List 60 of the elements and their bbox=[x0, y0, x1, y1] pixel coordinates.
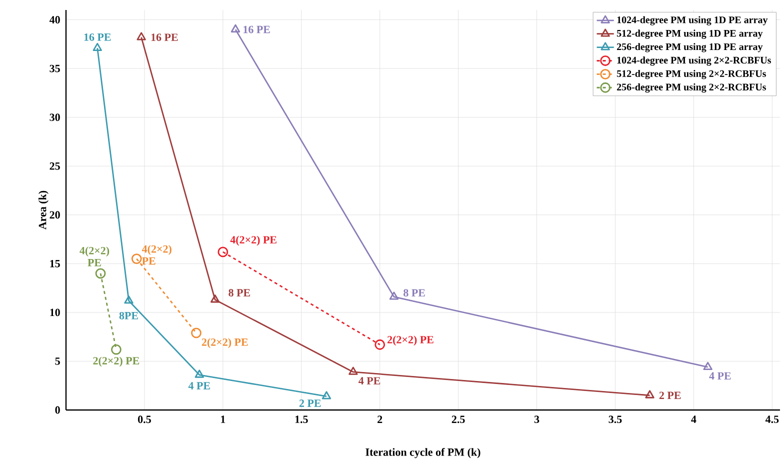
point bbox=[210, 294, 220, 303]
point bbox=[191, 328, 202, 338]
legend-label: 1024-degree PM using 1D PE array bbox=[617, 16, 768, 26]
y-tick-label: 20 bbox=[50, 211, 60, 219]
y-tick-label: 15 bbox=[50, 260, 60, 268]
point bbox=[124, 296, 134, 304]
legend-label: 256-degree PM using 2×2-RCBFUs bbox=[616, 83, 766, 93]
annotation: 4 PE bbox=[709, 372, 731, 380]
point bbox=[230, 24, 240, 32]
point bbox=[322, 391, 332, 400]
x-tick-label: 1.5 bbox=[295, 416, 308, 424]
annotation: 8 PE bbox=[404, 289, 425, 297]
point bbox=[92, 42, 102, 51]
x-tick-label: 2.5 bbox=[452, 416, 465, 424]
x-tick-label: 1 bbox=[221, 416, 226, 423]
annotation: 16 PE bbox=[244, 26, 270, 34]
y-tick-label: 40 bbox=[49, 16, 60, 24]
legend-label: 1024-degree PM using 2×2-RCBFUs bbox=[617, 56, 771, 66]
annotation: 2 PE bbox=[659, 392, 681, 400]
point bbox=[218, 246, 228, 258]
point bbox=[374, 339, 386, 350]
x-tick-label: 2 bbox=[378, 416, 382, 423]
annotation: 16 PE bbox=[151, 34, 178, 42]
annotation: 4(2×2) PE bbox=[230, 236, 276, 246]
annotation: 4(2×2) PE bbox=[142, 244, 172, 265]
annotation: 8 PE bbox=[228, 289, 250, 296]
y-axis-title: Area (k) bbox=[38, 190, 48, 230]
y-tick-label: 0 bbox=[55, 406, 60, 414]
point bbox=[389, 292, 399, 300]
legend-label: 512-degree PM using 2×2-RCBFUs bbox=[616, 70, 766, 80]
point bbox=[95, 268, 106, 279]
annotation: 8PE bbox=[119, 312, 138, 320]
point bbox=[645, 390, 654, 398]
y-tick-label: 35 bbox=[50, 64, 60, 72]
annotation: 4 PE bbox=[188, 382, 210, 390]
x-tick-label: 3.5 bbox=[608, 416, 622, 424]
annotation: 4(2×2) PE bbox=[80, 246, 110, 266]
point bbox=[194, 370, 204, 378]
y-tick-label: 30 bbox=[50, 114, 60, 122]
annotation: 16 PE bbox=[84, 33, 111, 41]
y-tick-label: 25 bbox=[50, 162, 60, 170]
point bbox=[348, 366, 358, 375]
x-tick-label: 0.5 bbox=[138, 416, 151, 424]
legend-label: 512-degree PM using 1D PE array bbox=[616, 30, 763, 39]
annotation: 2(2×2) PE bbox=[202, 338, 248, 348]
annotation: 2 PE bbox=[299, 400, 321, 407]
point bbox=[703, 362, 712, 370]
x-tick-label: 3 bbox=[534, 416, 540, 424]
annotation: 2(2×2) PE bbox=[388, 336, 434, 346]
annotation: 2(2×2) PE bbox=[93, 356, 140, 367]
point bbox=[131, 254, 142, 264]
legend-label: 256-degree PM using 1D PE array bbox=[616, 43, 763, 52]
x-tick-label: 4.5 bbox=[765, 416, 779, 424]
y-tick-label: 10 bbox=[50, 308, 60, 316]
x-tick-label: 4 bbox=[691, 416, 696, 423]
x-axis-title: Iteration cycle of PM (k) bbox=[366, 448, 480, 458]
annotation: 4 PE bbox=[358, 377, 380, 384]
point bbox=[136, 32, 146, 40]
point bbox=[111, 344, 122, 355]
y-tick-label: 5 bbox=[55, 358, 60, 365]
